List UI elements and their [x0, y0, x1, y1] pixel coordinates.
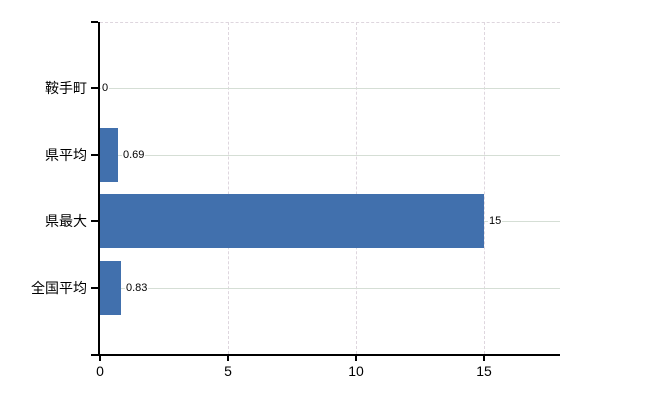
x-axis-tick	[227, 356, 229, 361]
bar-value-label: 0	[101, 81, 110, 95]
gridline-vertical	[227, 22, 229, 354]
bar	[100, 261, 121, 315]
y-axis-line	[98, 22, 100, 354]
x-tick-label: 15	[476, 363, 492, 379]
y-axis-tick	[91, 220, 98, 222]
y-axis-tick	[91, 21, 98, 23]
category-label: 鞍手町	[45, 80, 87, 96]
bar	[100, 128, 118, 182]
x-tick-label: 10	[348, 363, 364, 379]
category-label: 県最大	[45, 213, 87, 229]
x-axis-tick	[99, 356, 101, 361]
x-axis-line	[91, 354, 560, 356]
y-axis-tick	[91, 87, 98, 89]
plot-top-border	[100, 22, 560, 23]
x-axis-tick	[355, 356, 357, 361]
x-tick-label: 5	[224, 363, 232, 379]
gridline-vertical	[483, 22, 485, 354]
bar	[100, 194, 484, 248]
gridline-horizontal	[100, 88, 560, 89]
category-label: 全国平均	[31, 280, 87, 296]
gridline-vertical	[355, 22, 357, 354]
y-axis-tick	[91, 154, 98, 156]
category-label: 県平均	[45, 147, 87, 163]
gridline-horizontal	[100, 288, 560, 289]
y-axis-tick	[91, 287, 98, 289]
bar-value-label: 0.83	[125, 281, 149, 295]
x-axis-tick	[483, 356, 485, 361]
bar-value-label: 0.69	[122, 148, 146, 162]
gridline-horizontal	[100, 155, 560, 156]
plot-area: 鞍手町県平均県最大全国平均 0 0.69 15 0.83 0 5 10 15	[31, 21, 560, 379]
bar-value-label: 15	[488, 214, 503, 228]
x-tick-label: 0	[96, 363, 104, 379]
